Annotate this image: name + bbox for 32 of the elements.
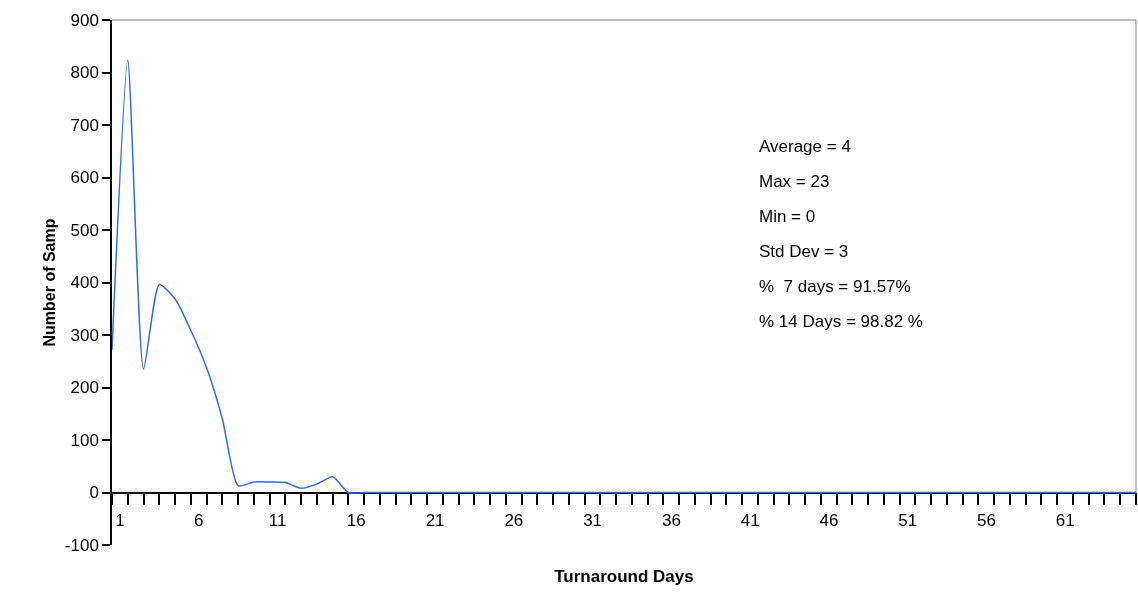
annotation: % 14 Days = 98.82 % — [759, 312, 923, 331]
y-axis-title: Number of Samp — [41, 218, 59, 347]
annotation: % 7 days = 91.57% — [759, 277, 911, 296]
y-tick-label: 200 — [70, 378, 99, 398]
annotation: Min = 0 — [759, 207, 816, 226]
x-tick-label: 21 — [425, 510, 445, 530]
x-tick-label: 26 — [504, 510, 524, 530]
x-tick-label: 41 — [740, 510, 760, 530]
x-tick-label: 11 — [268, 510, 287, 530]
y-tick-label: 400 — [70, 273, 99, 293]
x-tick-label: 61 — [1055, 510, 1075, 530]
y-tick-label: 700 — [70, 115, 99, 135]
y-tick-label: 0 — [89, 483, 99, 503]
y-tick-label: 600 — [70, 168, 99, 188]
annotation: Average = 4 — [759, 137, 851, 156]
x-tick-label: 6 — [194, 510, 204, 530]
x-tick-label: 46 — [819, 510, 839, 530]
x-axis-title: Turnaround Days — [554, 566, 694, 586]
y-tick-label: 100 — [70, 430, 99, 450]
x-tick-label: 36 — [661, 510, 681, 530]
y-tick-label: 900 — [70, 10, 99, 30]
y-tick-label: 300 — [70, 325, 99, 345]
annotation: Max = 23 — [759, 172, 830, 191]
y-tick-label: -100 — [64, 535, 99, 555]
x-tick-label: 56 — [977, 510, 996, 530]
x-tick-label: 51 — [898, 510, 918, 530]
annotation: Std Dev = 3 — [759, 242, 849, 261]
x-tick-label: 1 — [115, 510, 125, 530]
x-tick-label: 16 — [346, 510, 366, 530]
y-tick-label: 500 — [70, 220, 99, 240]
y-tick-label: 800 — [70, 63, 99, 83]
x-tick-label: 31 — [583, 510, 603, 530]
